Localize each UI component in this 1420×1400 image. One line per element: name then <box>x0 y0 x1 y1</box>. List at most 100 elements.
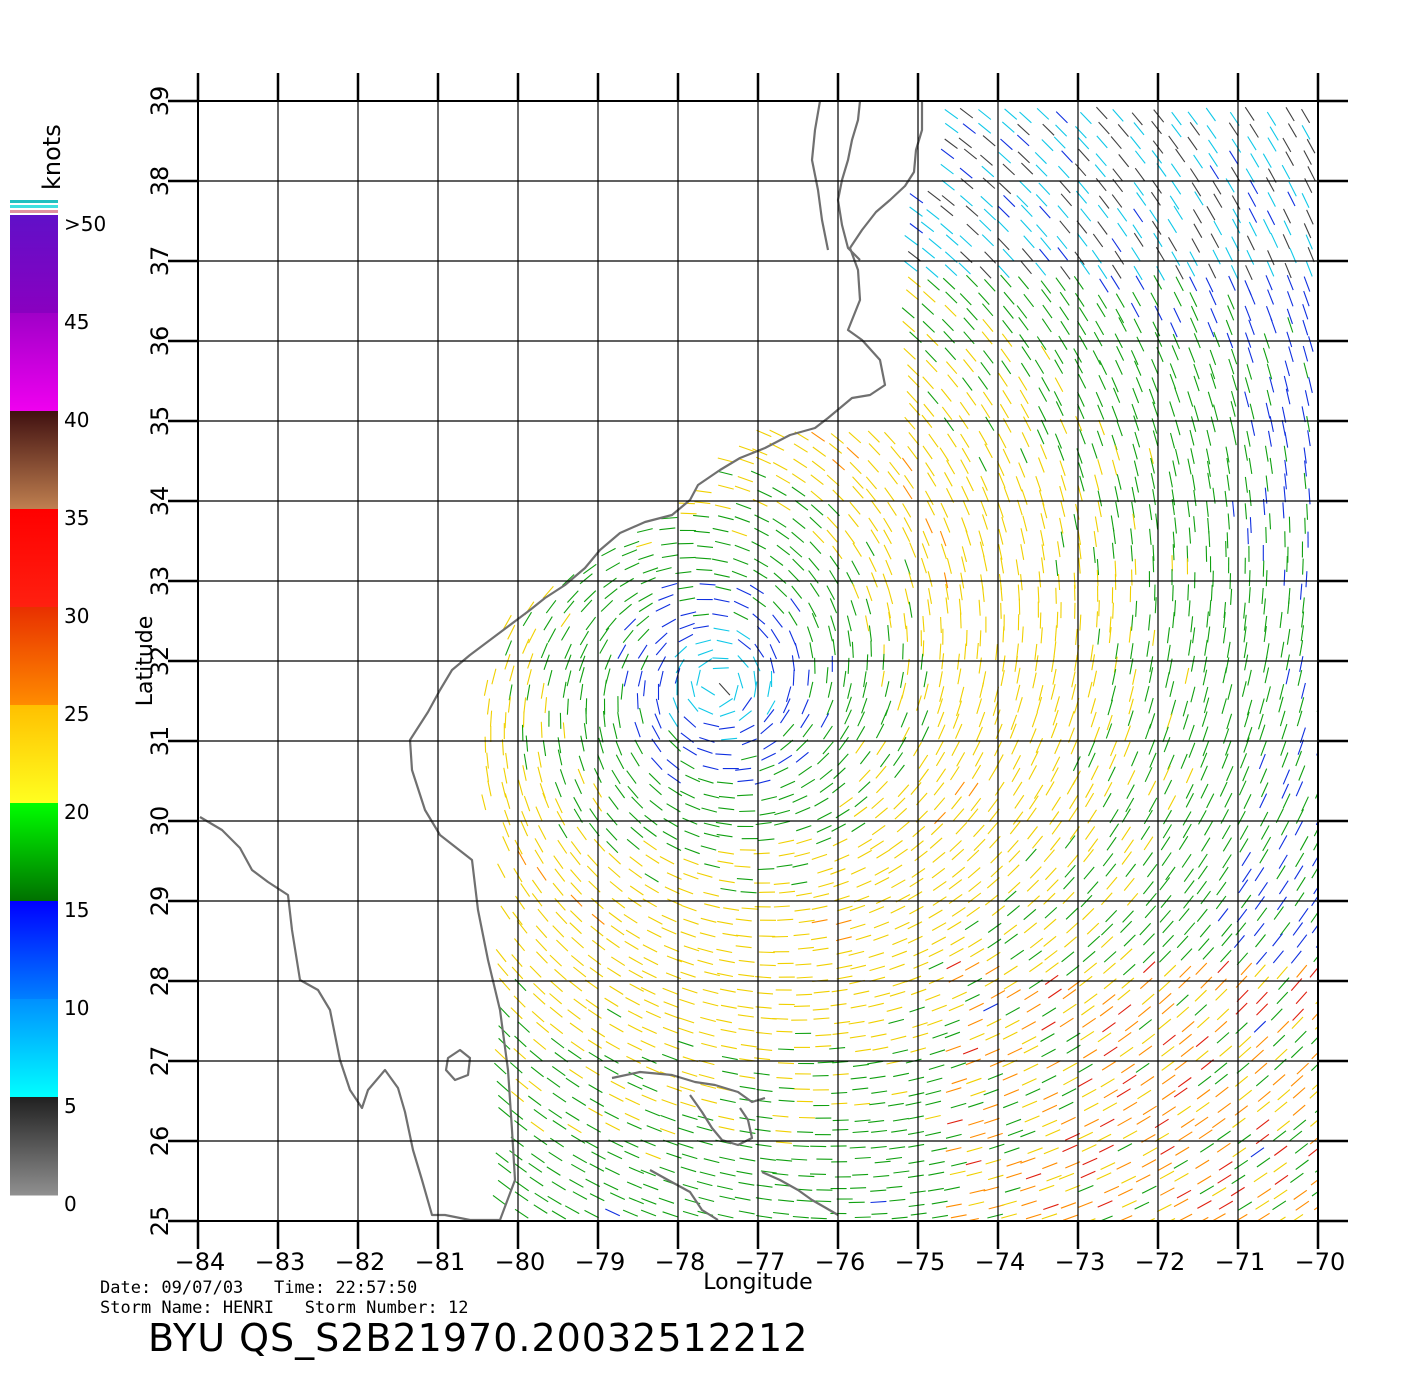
wind-vector <box>955 822 968 835</box>
wind-vector <box>716 1018 733 1024</box>
wind-vector <box>567 1123 582 1134</box>
wind-vector <box>791 473 806 484</box>
wind-vector <box>1210 308 1218 324</box>
wind-vector <box>1333 994 1343 1006</box>
wind-vector <box>754 1057 771 1061</box>
wind-vector <box>643 999 659 1007</box>
wind-vector <box>1096 1133 1112 1142</box>
wind-vector <box>923 683 929 700</box>
wind-vector <box>1257 1090 1271 1102</box>
wind-vector <box>1200 976 1213 989</box>
wind-vector <box>769 429 785 438</box>
wind-vector <box>1007 881 1021 894</box>
wind-vector <box>1270 317 1277 334</box>
wind-vector <box>1176 994 1189 1007</box>
wind-vector <box>1288 346 1294 363</box>
wind-vector <box>1093 531 1097 547</box>
wind-vector <box>794 500 809 511</box>
wind-vector <box>1195 962 1208 975</box>
wind-vector <box>698 777 714 784</box>
wind-vector <box>1187 391 1194 407</box>
wind-vector <box>551 1210 567 1220</box>
wind-vector <box>1256 1157 1271 1168</box>
wind-vector <box>792 863 809 868</box>
wind-vector <box>1079 475 1085 492</box>
wind-vector <box>630 826 644 839</box>
wind-vector <box>1327 349 1331 364</box>
wind-vector <box>1157 1162 1172 1172</box>
wind-vector <box>959 293 972 306</box>
wind-vector <box>1040 627 1043 644</box>
wind-vector <box>680 611 697 617</box>
wind-vector <box>735 918 752 922</box>
wind-vector <box>1127 770 1136 786</box>
wind-vector <box>963 317 975 331</box>
wind-vector <box>680 931 696 938</box>
wind-vector <box>884 681 890 697</box>
wind-vector <box>931 867 946 879</box>
wind-vector <box>1106 836 1117 851</box>
wind-vector <box>1296 876 1306 891</box>
wind-vector <box>1133 208 1144 223</box>
wind-vector <box>1292 922 1304 936</box>
wind-vector <box>588 1051 603 1062</box>
wind-vector <box>1303 223 1312 239</box>
wind-vector <box>893 1170 910 1174</box>
wind-vector <box>504 712 507 729</box>
wind-vector <box>826 699 834 716</box>
wind-vector <box>937 711 945 728</box>
wind-vector <box>1081 1005 1095 1016</box>
wind-vector <box>856 880 872 888</box>
wind-vector <box>817 752 830 765</box>
wind-vector <box>1097 628 1101 645</box>
wind-vector <box>1231 195 1241 210</box>
wind-vector <box>1174 1172 1189 1182</box>
wind-vector <box>664 886 680 895</box>
wind-vector <box>1039 248 1051 262</box>
wind-vector <box>1148 504 1153 521</box>
wind-vector <box>1238 1046 1252 1059</box>
wind-vector <box>983 350 994 364</box>
wind-vector <box>927 190 941 202</box>
wind-vector <box>939 447 950 462</box>
wind-vector <box>511 954 523 967</box>
wind-vector <box>1046 1060 1062 1069</box>
wind-vector <box>812 530 825 544</box>
wind-vector <box>904 260 918 272</box>
wind-vector <box>720 1045 737 1050</box>
wind-vector <box>1321 150 1328 164</box>
wind-vector <box>543 616 553 631</box>
wind-vector <box>1020 528 1026 544</box>
wind-vector <box>551 1181 566 1191</box>
wind-vector <box>715 753 732 756</box>
wind-vector <box>1078 1063 1093 1073</box>
wind-vector <box>933 797 946 811</box>
wind-vector <box>1263 656 1268 673</box>
wind-vector <box>1068 711 1075 727</box>
wind-vector <box>1122 1130 1138 1139</box>
wind-vector <box>1023 1063 1039 1072</box>
wind-vector <box>1087 935 1101 948</box>
wind-vector <box>680 1166 697 1173</box>
wind-vector <box>815 1200 832 1203</box>
wind-vector <box>947 374 959 388</box>
wind-vector <box>1253 1172 1268 1183</box>
wind-vector <box>954 723 963 739</box>
wind-vector <box>1255 951 1268 965</box>
wind-vector <box>832 1128 849 1131</box>
wind-vector <box>1096 611 1099 628</box>
wind-vector <box>1001 121 1015 133</box>
wind-vector <box>924 1114 941 1120</box>
wind-vector <box>742 697 753 711</box>
wind-vector <box>1193 516 1196 533</box>
wind-vector <box>643 680 646 697</box>
wind-vector <box>678 1127 694 1134</box>
wind-vector <box>1021 489 1028 505</box>
wind-vector <box>740 1044 757 1048</box>
wind-vector <box>849 461 862 475</box>
wind-vector <box>1148 388 1156 405</box>
wind-vector <box>584 1209 599 1219</box>
wind-vector <box>808 681 814 698</box>
wind-vector <box>772 487 787 496</box>
wind-vector <box>1128 686 1134 702</box>
